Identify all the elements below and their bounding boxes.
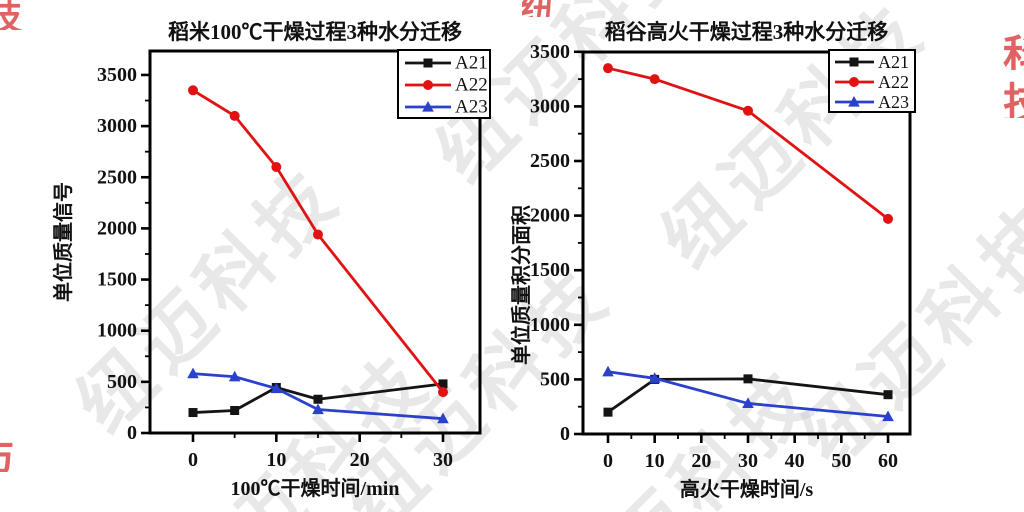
svg-text:30: 30	[738, 450, 758, 472]
svg-text:3500: 3500	[97, 64, 137, 86]
svg-text:0: 0	[188, 449, 198, 471]
svg-text:500: 500	[540, 368, 570, 390]
svg-text:2500: 2500	[97, 166, 137, 188]
svg-text:2000: 2000	[97, 217, 137, 239]
chart-title: 稻米100℃干燥过程3种水分迁移	[168, 20, 462, 44]
svg-text:A23: A23	[878, 92, 909, 112]
series-A22	[603, 63, 894, 224]
svg-text:A23: A23	[455, 97, 488, 118]
svg-text:0: 0	[560, 423, 570, 445]
svg-text:20: 20	[350, 449, 370, 471]
y-axis-title: 单位质量积分面积	[509, 205, 533, 365]
svg-text:A21: A21	[878, 52, 909, 72]
svg-text:2500: 2500	[530, 150, 570, 172]
left-chart: 稻米100℃干燥过程3种水分迁移050010001500200025003000…	[51, 20, 491, 500]
svg-text:3000: 3000	[97, 115, 137, 137]
svg-text:20: 20	[691, 450, 711, 472]
svg-text:3000: 3000	[530, 95, 570, 117]
svg-text:1000: 1000	[530, 314, 570, 336]
axes: 0 500 1000 1500 2000 2500 3000 3500 0 10 20 30 40 50 6…	[530, 41, 912, 472]
svg-text:10: 10	[645, 450, 665, 472]
svg-text:40: 40	[785, 450, 805, 472]
x-axis-title: 高火干燥时间/s	[680, 477, 814, 501]
series-A21	[603, 374, 893, 417]
svg-text:50: 50	[831, 450, 851, 472]
svg-text:10: 10	[266, 449, 286, 471]
chart-title: 稻谷高火干燥过程3种水分迁移	[605, 20, 889, 44]
right-chart: 稻谷高火干燥过程3种水分迁移05001000150020002500300035…	[509, 20, 916, 501]
svg-text:A22: A22	[878, 72, 909, 92]
series-A23	[602, 365, 894, 422]
series-A23	[187, 367, 449, 424]
svg-text:2000: 2000	[530, 205, 570, 227]
svg-text:1500: 1500	[530, 259, 570, 281]
svg-text:0: 0	[603, 450, 613, 472]
y-axis-title: 单位质量信号	[51, 182, 75, 302]
svg-text:1500: 1500	[97, 269, 137, 291]
svg-text:500: 500	[107, 371, 137, 393]
svg-text:30: 30	[433, 449, 453, 471]
x-axis-title: 100℃干燥时间/min	[231, 477, 400, 500]
svg-text:A21: A21	[455, 53, 488, 74]
axes: 0 500 1000 1500 2000 2500 3000 3500 0 10 20 30	[97, 49, 482, 471]
svg-text:0: 0	[127, 422, 137, 444]
svg-text:1000: 1000	[97, 320, 137, 342]
svg-text:3500: 3500	[530, 41, 570, 63]
svg-text:60: 60	[878, 450, 898, 472]
svg-text:A22: A22	[455, 75, 488, 96]
series-A22	[188, 85, 448, 398]
